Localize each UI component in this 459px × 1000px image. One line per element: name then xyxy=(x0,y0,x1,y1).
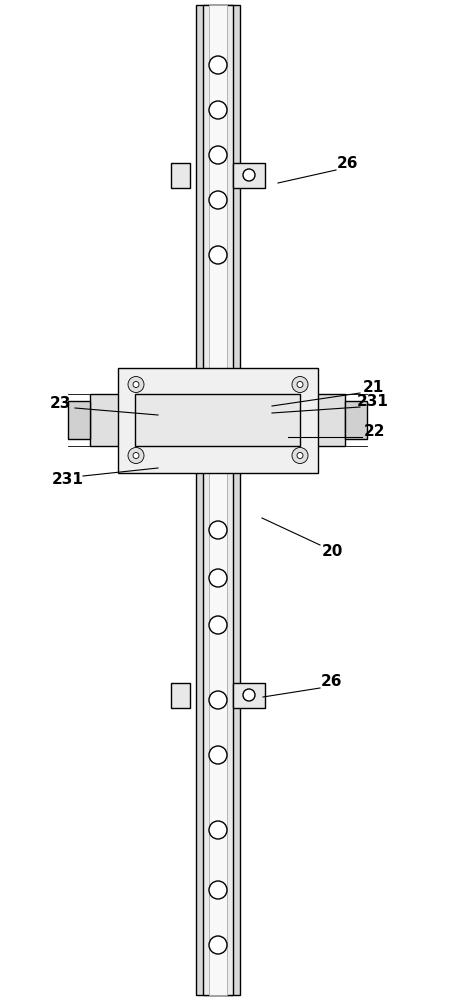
Circle shape xyxy=(133,452,139,458)
Text: 231: 231 xyxy=(52,473,84,488)
Circle shape xyxy=(242,169,254,181)
Bar xyxy=(345,401,367,439)
Circle shape xyxy=(208,746,226,764)
Circle shape xyxy=(133,381,139,387)
Bar xyxy=(68,401,90,439)
Circle shape xyxy=(297,452,302,458)
Circle shape xyxy=(208,146,226,164)
Text: 23: 23 xyxy=(49,395,71,410)
Bar xyxy=(171,682,190,708)
Circle shape xyxy=(208,691,226,709)
Circle shape xyxy=(291,376,308,392)
Bar xyxy=(135,394,300,446)
Circle shape xyxy=(291,448,308,464)
Bar xyxy=(118,367,317,473)
Bar xyxy=(171,163,190,188)
Bar xyxy=(90,394,345,446)
Circle shape xyxy=(208,821,226,839)
Circle shape xyxy=(242,689,254,701)
Circle shape xyxy=(208,521,226,539)
Circle shape xyxy=(208,101,226,119)
Circle shape xyxy=(128,448,144,464)
Circle shape xyxy=(208,936,226,954)
Bar xyxy=(202,5,233,995)
Text: 231: 231 xyxy=(356,394,388,410)
Circle shape xyxy=(208,616,226,634)
Bar xyxy=(233,682,264,708)
Circle shape xyxy=(208,246,226,264)
Text: 21: 21 xyxy=(362,380,383,395)
Text: 26: 26 xyxy=(336,156,358,171)
Circle shape xyxy=(208,56,226,74)
Text: 26: 26 xyxy=(320,674,342,690)
Circle shape xyxy=(208,569,226,587)
Circle shape xyxy=(297,381,302,387)
Bar xyxy=(196,5,240,995)
Text: 20: 20 xyxy=(321,544,342,560)
Circle shape xyxy=(208,191,226,209)
Circle shape xyxy=(128,376,144,392)
Circle shape xyxy=(208,881,226,899)
Text: 22: 22 xyxy=(364,424,385,440)
Bar xyxy=(208,5,226,995)
Bar xyxy=(233,163,264,188)
